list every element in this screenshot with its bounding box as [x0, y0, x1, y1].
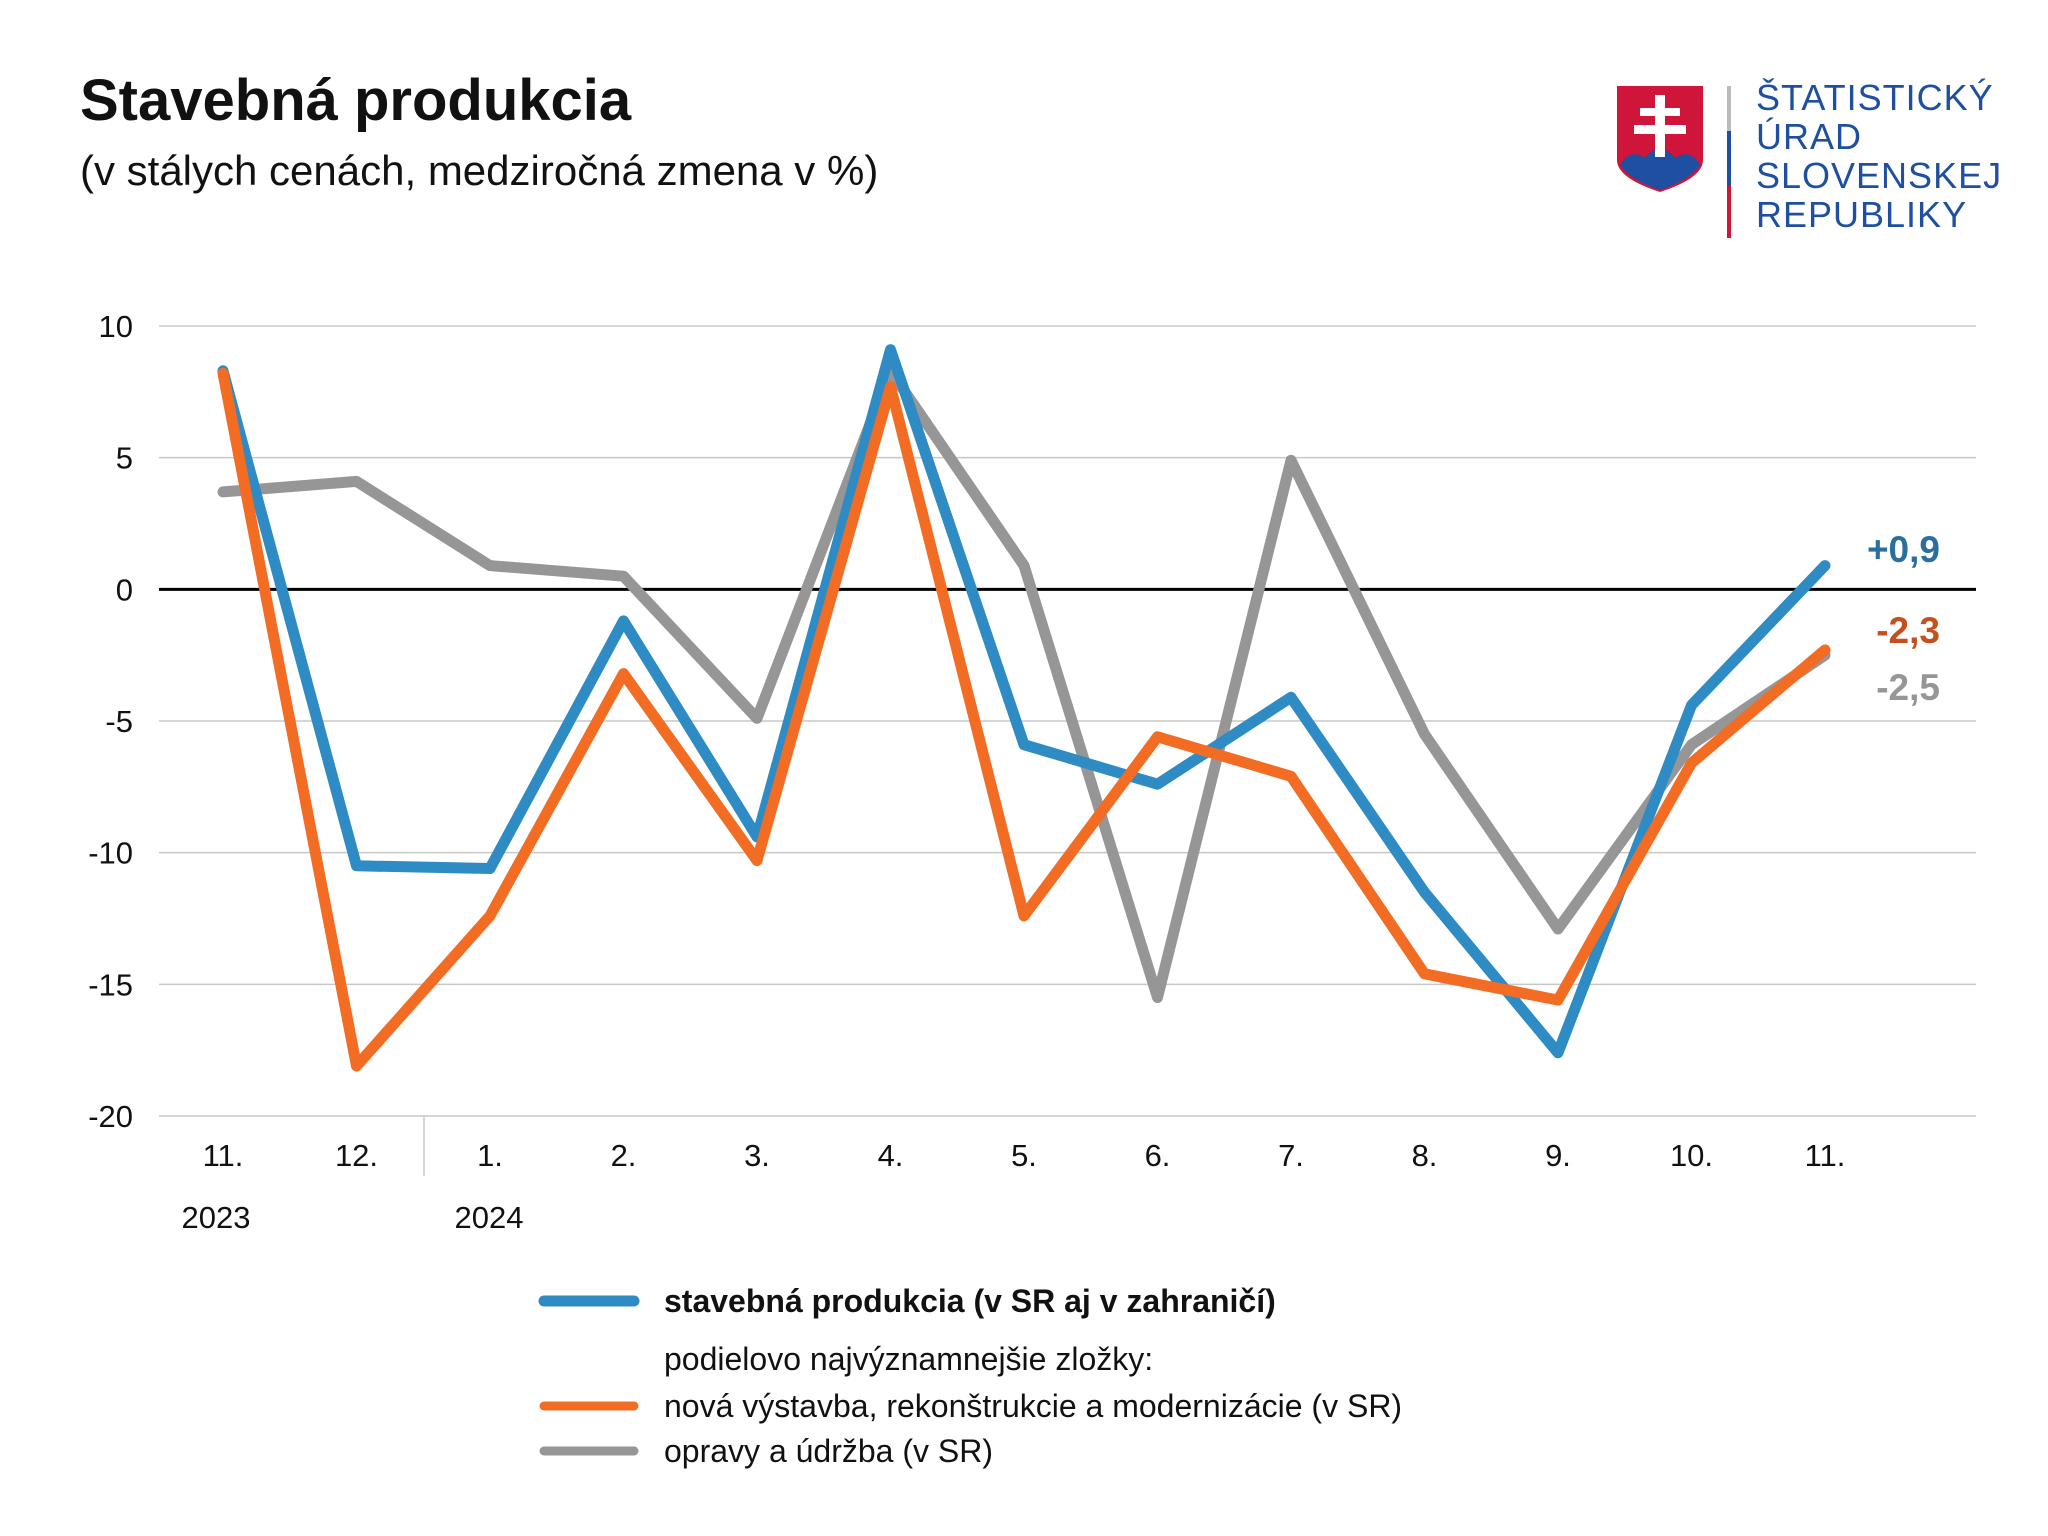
- logo-line-4: REPUBLIKY: [1756, 194, 1967, 235]
- x-tick-label: 10.: [1670, 1138, 1713, 1173]
- x-tick-label: 3.: [744, 1138, 770, 1173]
- x-tick-label: 12.: [335, 1138, 378, 1173]
- logo-line-1: ŠTATISTICKÝ: [1756, 77, 1994, 118]
- legend-note: podielovo najvýznamnejšie zložky:: [664, 1341, 1153, 1377]
- legend-label-2: opravy a údržba (v SR): [664, 1433, 993, 1469]
- logo-line-3: SLOVENSKEJ: [1756, 155, 2002, 196]
- x-tick-label: 4.: [878, 1138, 904, 1173]
- series-lines: [217, 344, 1831, 1072]
- chart-subtitle: (v stálych cenách, medziročná zmena v %): [80, 147, 878, 194]
- x-tick-label: 11.: [1805, 1138, 1846, 1173]
- chart-title: Stavebná produkcia: [80, 68, 632, 133]
- x-tick-label: 5.: [1011, 1138, 1037, 1173]
- year-label-2024: 2024: [455, 1200, 524, 1235]
- x-tick-label: 2.: [611, 1138, 637, 1173]
- y-axis: 10 5 0 -5 -10 -15 -20: [88, 309, 133, 1134]
- x-tick-label: 8.: [1412, 1138, 1438, 1173]
- end-label-0: +0,9: [1867, 529, 1940, 570]
- end-label-1: -2,3: [1876, 610, 1940, 651]
- y-tick-label: -10: [88, 836, 133, 871]
- y-tick-label: -20: [88, 1099, 133, 1134]
- x-tick-label: 1.: [477, 1138, 503, 1173]
- series-line-0: [217, 344, 1831, 1059]
- x-tick-label: 9.: [1545, 1138, 1571, 1173]
- logo: ŠTATISTICKÝ ÚRAD SLOVENSKEJ REPUBLIKY: [1617, 77, 2002, 238]
- legend-label-0: stavebná produkcia (v SR aj v zahraničí): [664, 1283, 1276, 1319]
- x-tick-label: 11.: [203, 1138, 244, 1173]
- y-tick-label: 0: [116, 572, 133, 607]
- year-label-2023: 2023: [182, 1200, 251, 1235]
- slovak-coat-of-arms-icon: [1617, 86, 1703, 192]
- x-tick-label: 7.: [1278, 1138, 1304, 1173]
- y-tick-label: 10: [99, 309, 133, 344]
- x-tick-label: 6.: [1145, 1138, 1171, 1173]
- y-tick-label: -15: [88, 967, 133, 1002]
- y-tick-label: 5: [116, 441, 133, 476]
- legend-label-1: nová výstavba, rekonštrukcie a modernizá…: [664, 1388, 1402, 1424]
- gridlines: [159, 325, 1976, 1117]
- legend: stavebná produkcia (v SR aj v zahraničí)…: [538, 1283, 1402, 1469]
- y-tick-label: -5: [105, 704, 133, 739]
- end-label-2: -2,5: [1876, 667, 1940, 708]
- logo-line-2: ÚRAD: [1756, 116, 1862, 157]
- x-axis: 11. 12. 1. 2. 3. 4. 5. 6. 7. 8. 9. 10. 11. 2023 2024: [182, 1116, 1846, 1235]
- end-labels: +0,9 -2,3 -2,5: [1867, 529, 1940, 708]
- series-line-2: [217, 365, 1831, 1003]
- series-line-1: [217, 367, 1831, 1072]
